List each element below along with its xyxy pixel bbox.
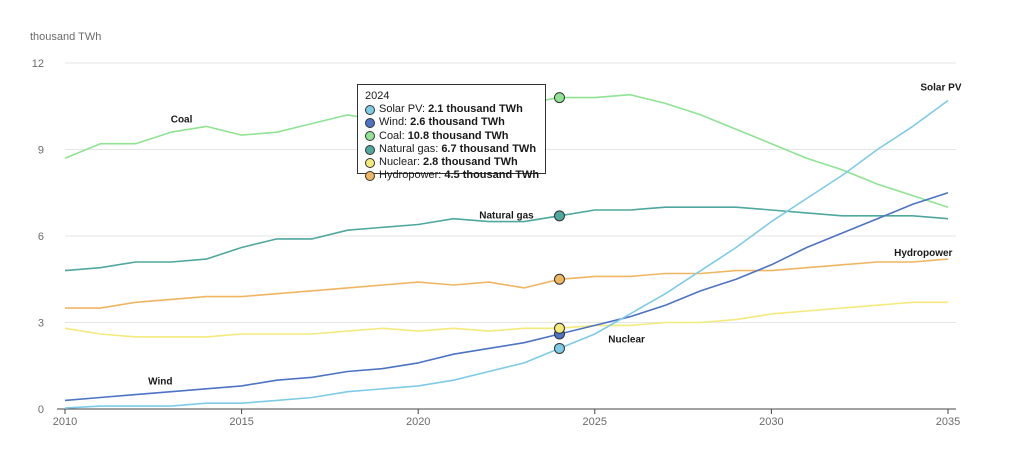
series-line-natural-gas xyxy=(64,206,949,272)
tooltip-rows: Solar PV: 2.1 thousand TWh Wind: 2.6 thousa… xyxy=(365,103,540,183)
marker-solar-pv-2024 xyxy=(553,342,565,354)
tooltip-row: Solar PV: 2.1 thousand TWh xyxy=(365,103,538,116)
tooltip-row-value: 6.7 thousand TWh xyxy=(441,142,537,155)
tooltip-row: Natural gas: 6.7 thousand TWh xyxy=(365,143,538,156)
series-label-solar-pv: Solar PV xyxy=(920,83,961,94)
y-tick-label-0: 0 xyxy=(38,404,44,416)
series-label-nuclear: Nuclear xyxy=(608,334,645,345)
x-tick-label-2030: 2030 xyxy=(759,416,783,428)
tooltip-row-label: Natural gas: xyxy=(379,142,439,155)
tooltip-swatch-wind- xyxy=(365,117,375,128)
series-label-natural-gas: Natural gas xyxy=(479,211,534,222)
tooltip-row: Hydropower: 4.5 thousand TWh xyxy=(365,169,540,182)
series-line-wind xyxy=(64,192,949,402)
x-tick-label-2015: 2015 xyxy=(229,416,253,428)
tooltip-row-value: 10.8 thousand TWh xyxy=(407,129,509,142)
series-labels: Coal Natural gas Solar PV Hydropower Nuclear… xyxy=(148,83,962,388)
unit-label: thousand TWh xyxy=(30,31,101,43)
tooltip-row: Wind: 2.6 thousand TWh xyxy=(365,116,538,129)
x-tick-label-2010: 2010 xyxy=(53,416,77,428)
marker-hydropower-2024 xyxy=(553,273,565,285)
tooltip-row-label: Coal: xyxy=(379,129,405,142)
y-tick-label-12: 12 xyxy=(32,58,44,70)
tooltip-row-label: Wind: xyxy=(379,116,408,129)
tooltip-row-label: Hydropower: xyxy=(379,169,442,182)
axes: 0 3 6 9 12 2010 2015 2020 2025 2030 2035 xyxy=(32,58,960,428)
tooltip: 2024 Solar PV: 2.1 thousand TWh Wind: 2.6 t… xyxy=(357,84,546,181)
tooltip-row: Nuclear: 2.8 thousand TWh xyxy=(365,156,538,169)
y-tick-label-6: 6 xyxy=(38,231,44,243)
x-tick-label-2020: 2020 xyxy=(406,416,430,428)
x-tick-label-2025: 2025 xyxy=(583,416,607,428)
tooltip-swatch-natural-gas- xyxy=(365,144,375,155)
tooltip-row: Coal: 10.8 thousand TWh xyxy=(365,130,538,143)
tooltip-row-value: 2.1 thousand TWh xyxy=(428,103,523,115)
series-label-wind: Wind xyxy=(148,377,172,388)
marker-natural-gas-2024 xyxy=(553,210,565,222)
series-label-hydropower: Hydropower xyxy=(894,248,952,259)
tooltip-row-label: Nuclear: xyxy=(379,156,420,169)
highlight-markers xyxy=(553,92,565,354)
series-line-nuclear xyxy=(64,301,948,338)
y-tick-label-9: 9 xyxy=(38,145,44,157)
marker-coal-2024 xyxy=(553,92,565,104)
tooltip-row-label: Solar PV: xyxy=(379,103,426,115)
tooltip-swatch-nuclear- xyxy=(365,157,375,168)
tooltip-swatch-coal- xyxy=(365,131,375,142)
series-label-coal: Coal xyxy=(171,114,193,125)
series-line-hydropower xyxy=(65,258,949,309)
tooltip-row-value: 4.5 thousand TWh xyxy=(444,169,540,182)
tooltip-swatch-solar-pv- xyxy=(365,104,375,115)
series-line-solar-pv xyxy=(64,99,949,409)
tooltip-row-value: 2.6 thousand TWh xyxy=(410,116,505,129)
marker-nuclear-2024 xyxy=(553,322,565,334)
tooltip-swatch-hydropower- xyxy=(365,171,375,182)
tooltip-row-value: 2.8 thousand TWh xyxy=(422,156,518,169)
tooltip-year: 2024 xyxy=(365,90,390,102)
y-tick-label-3: 3 xyxy=(38,318,44,330)
x-tick-label-2035: 2035 xyxy=(936,416,960,428)
